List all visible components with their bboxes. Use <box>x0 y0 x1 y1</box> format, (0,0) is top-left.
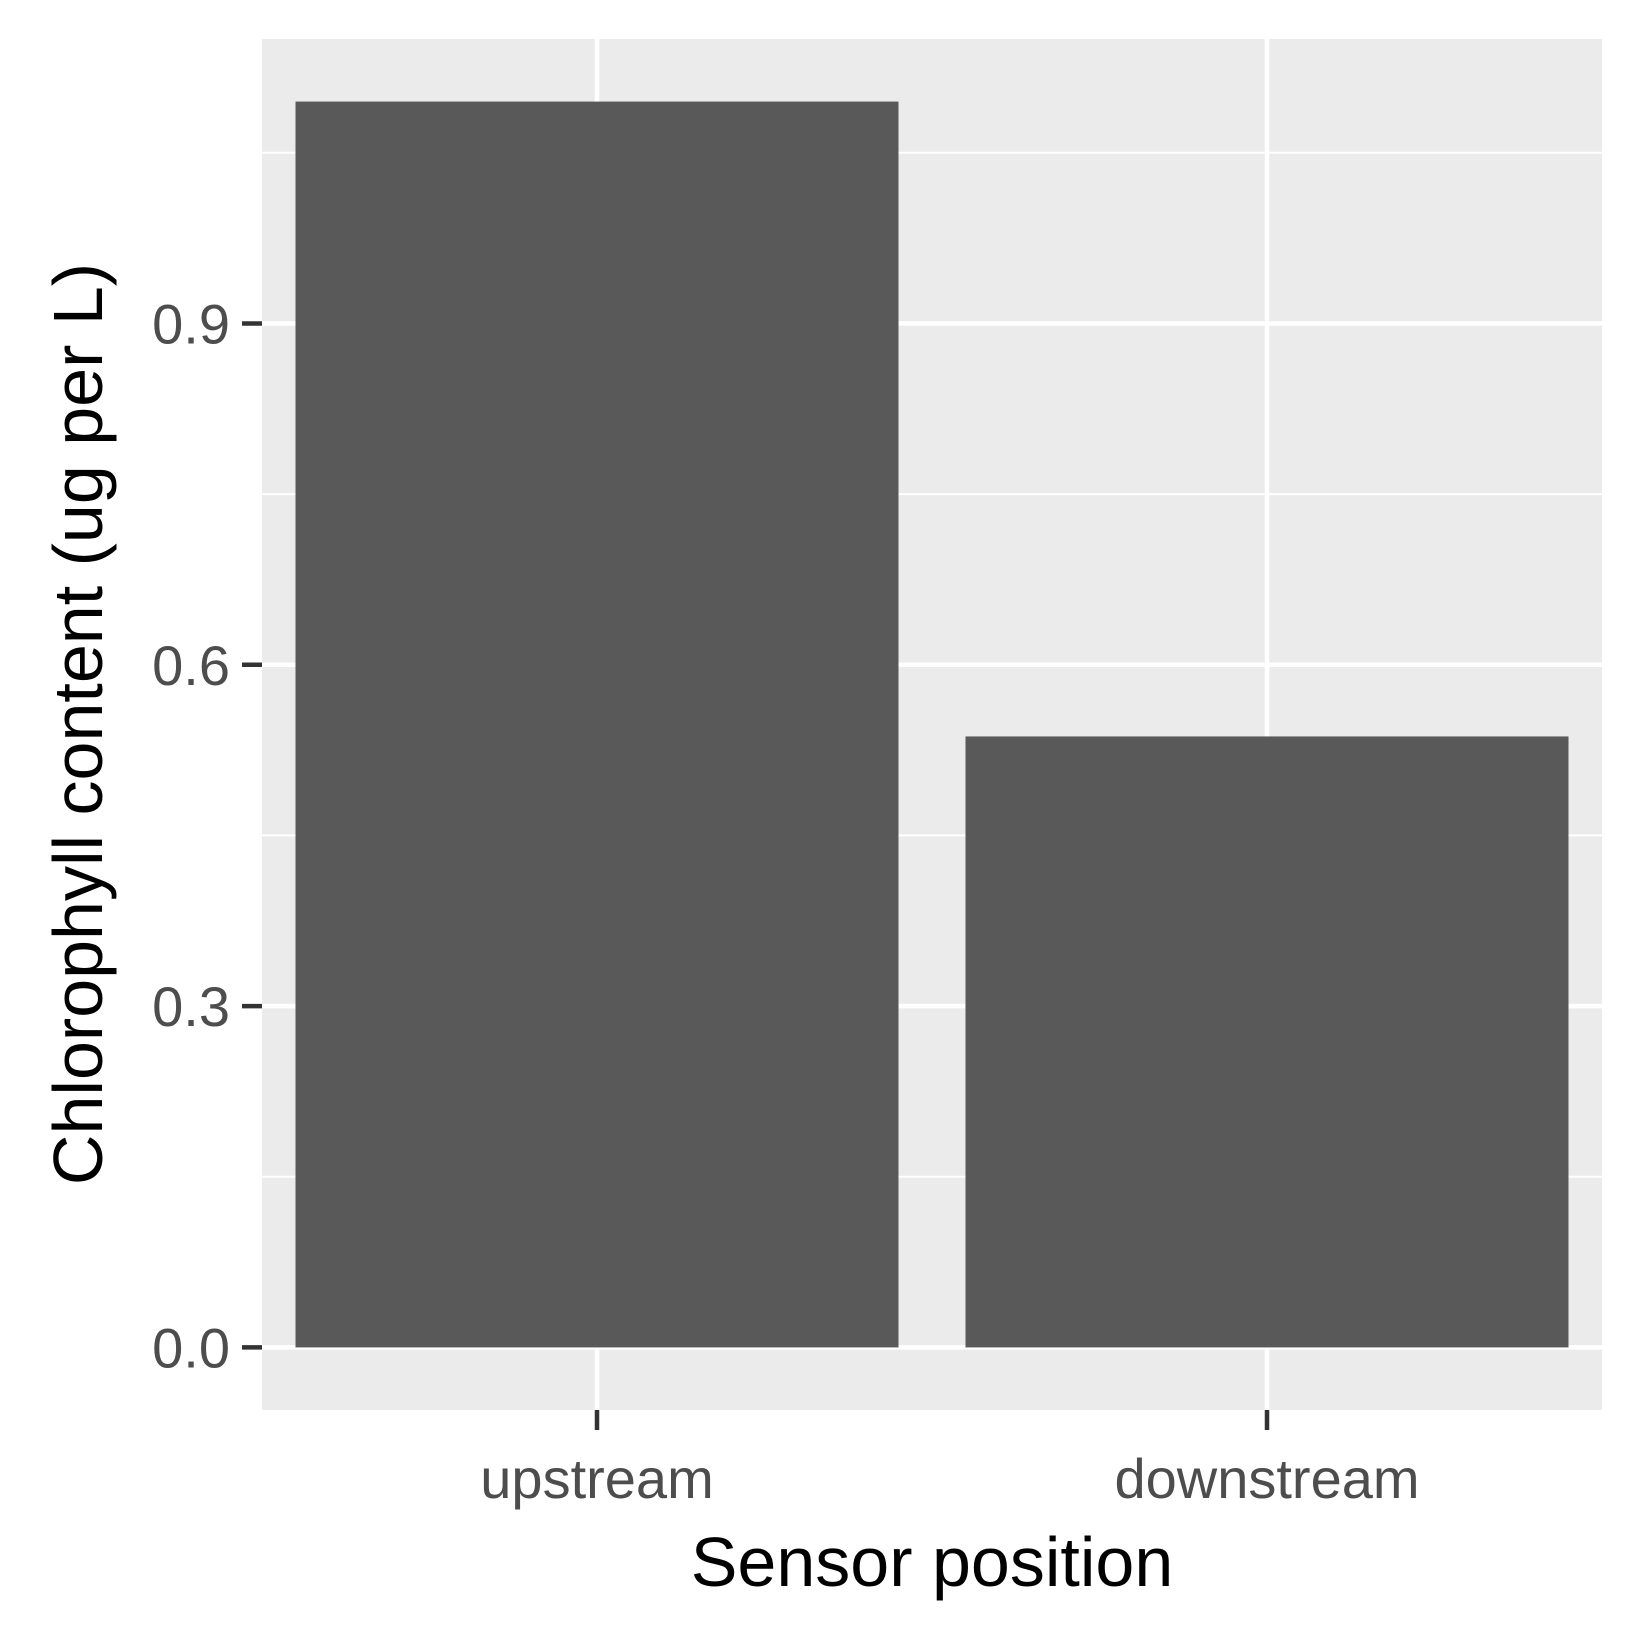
y-tick-label: 0.3 <box>152 975 230 1038</box>
y-tick-label: 0.9 <box>152 292 230 355</box>
y-tick-label: 0.6 <box>152 634 230 697</box>
bar-upstream <box>295 101 899 1348</box>
x-tick-label: upstream <box>480 1447 713 1510</box>
bars <box>295 101 1569 1348</box>
y-axis: 0.0 0.3 0.6 0.9 <box>152 292 262 1379</box>
y-tick-label: 0.0 <box>152 1316 230 1379</box>
x-axis: upstream downstream <box>480 1410 1420 1510</box>
x-axis-title: Sensor position <box>691 1523 1174 1601</box>
x-tick-label: downstream <box>1114 1447 1419 1510</box>
bar-downstream <box>965 736 1569 1348</box>
y-axis-title: Chlorophyll content (ug per L) <box>39 263 117 1185</box>
